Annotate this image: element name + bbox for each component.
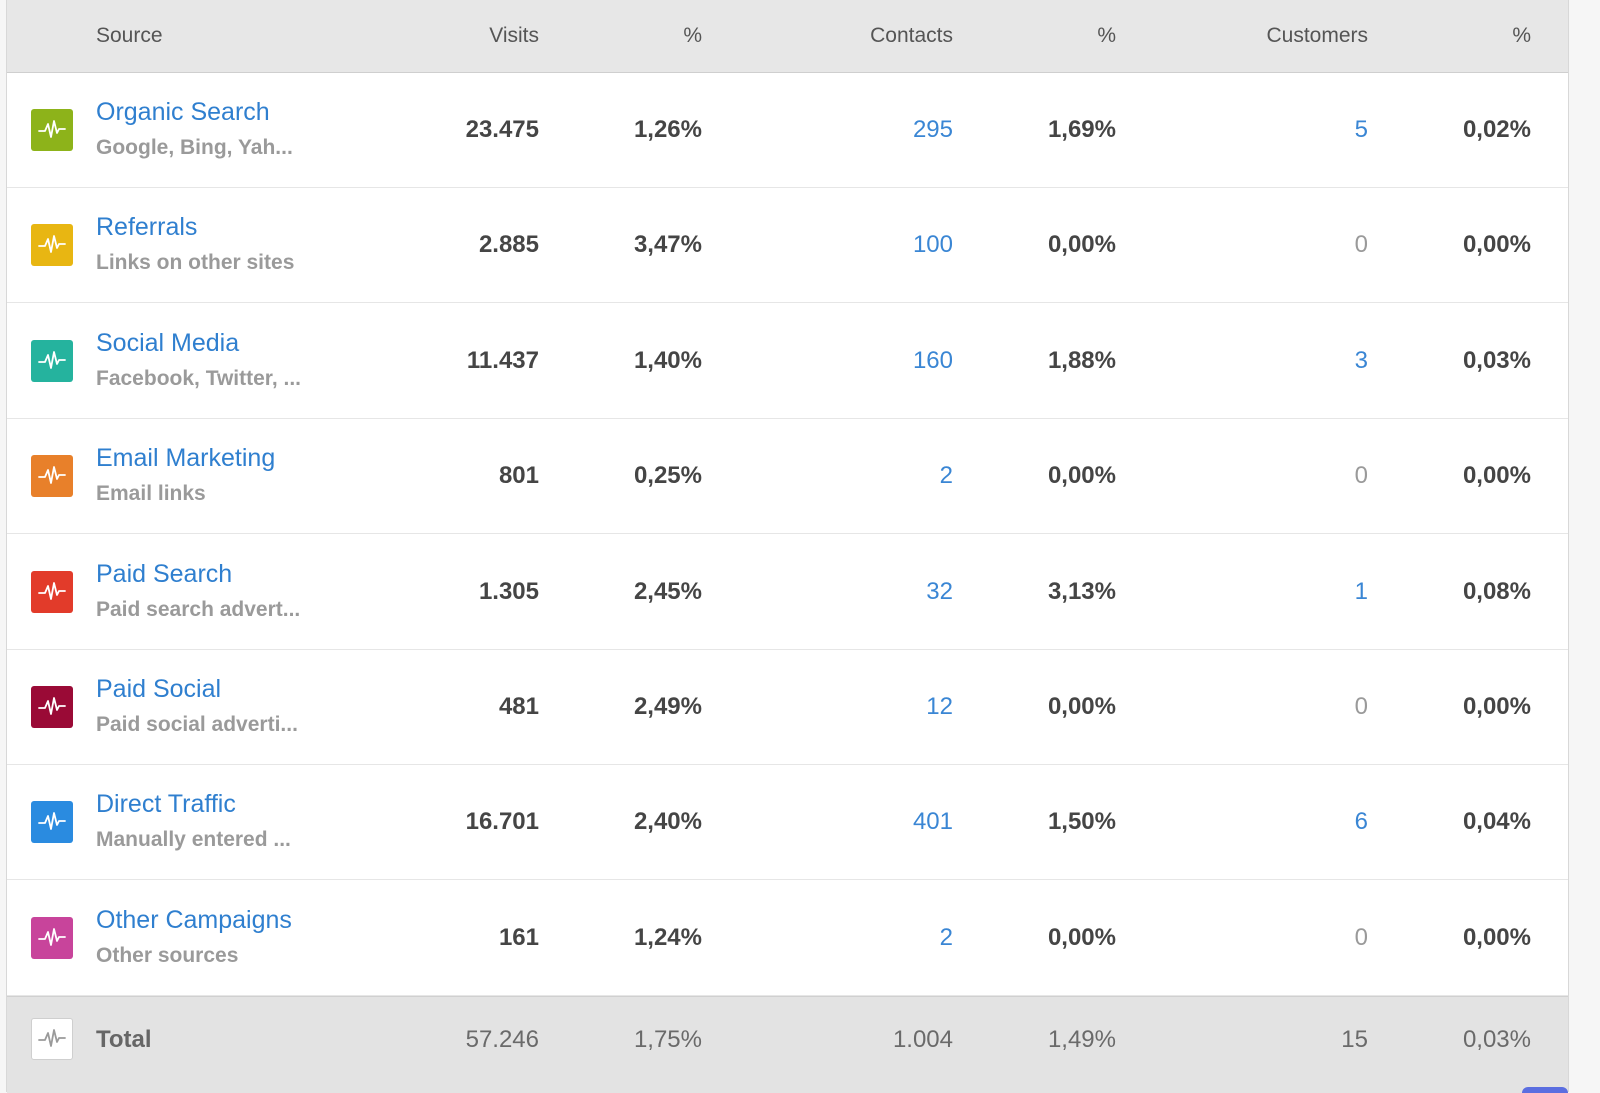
visits-percent: 2,40% <box>633 808 702 836</box>
visits-percent: 1,40% <box>633 346 702 374</box>
total-contacts-percent: 1,49% <box>1047 1026 1116 1053</box>
chat-widget-edge[interactable] <box>1522 1087 1568 1093</box>
customers-percent: 0,04% <box>1462 808 1531 836</box>
customers-value[interactable]: 5 <box>1354 116 1368 143</box>
visits-percent: 1,24% <box>633 923 702 951</box>
contacts-value[interactable]: 160 <box>912 346 953 374</box>
source-description: Facebook, Twitter, ... <box>96 366 301 390</box>
visits-value: 161 <box>498 923 539 951</box>
contacts-value[interactable]: 401 <box>912 808 953 836</box>
customers-percent: 0,08% <box>1462 577 1531 605</box>
source-name-link[interactable]: Social Media <box>96 328 240 357</box>
total-customers: 15 <box>1341 1026 1368 1053</box>
table-row: Direct Traffic Manually entered ... 16.701… <box>7 765 1568 881</box>
column-header-contacts-percent[interactable]: % <box>1097 24 1116 47</box>
pulse-icon <box>31 570 73 613</box>
visits-value: 801 <box>498 462 539 490</box>
source-description: Manually entered ... <box>96 828 291 852</box>
contacts-value[interactable]: 100 <box>912 231 953 259</box>
source-description: Other sources <box>96 943 239 967</box>
sources-table: Source Visits % Contacts % Customers % O… <box>6 0 1569 1093</box>
contacts-percent: 1,69% <box>1047 116 1116 143</box>
table-header: Source Visits % Contacts % Customers % <box>7 0 1568 73</box>
customers-percent: 0,00% <box>1462 231 1531 259</box>
table-row: Other Campaigns Other sources 161 1,24% 2 0,0… <box>7 881 1568 996</box>
source-name-link[interactable]: Paid Search <box>96 559 233 588</box>
visits-percent: 3,47% <box>633 231 702 259</box>
contacts-percent: 0,00% <box>1047 693 1116 720</box>
contacts-value[interactable]: 2 <box>939 923 953 951</box>
pulse-icon <box>31 1018 73 1060</box>
contacts-percent: 0,00% <box>1047 923 1116 951</box>
total-contacts: 1.004 <box>892 1026 953 1053</box>
source-name-link[interactable]: Referrals <box>96 213 198 242</box>
pulse-icon <box>31 801 73 844</box>
contacts-percent: 1,50% <box>1047 808 1116 836</box>
customers-value[interactable]: 6 <box>1354 808 1368 836</box>
pulse-icon <box>31 455 73 498</box>
visits-value: 2.885 <box>478 231 539 259</box>
customers-value: 0 <box>1354 693 1368 720</box>
customers-percent: 0,00% <box>1462 693 1531 720</box>
column-header-visits-percent[interactable]: % <box>683 24 702 47</box>
table-row: Paid Search Paid search advert... 1.305 2,4… <box>7 535 1568 650</box>
table-row: Email Marketing Email links 801 0,25% 2 0,00%… <box>7 419 1568 535</box>
visits-value: 481 <box>498 693 539 720</box>
table-row: Organic Search Google, Bing, Yah... 23.475… <box>7 73 1568 188</box>
total-label: Total <box>96 1026 152 1053</box>
contacts-percent: 3,13% <box>1047 577 1116 605</box>
source-name-link[interactable]: Direct Traffic <box>96 790 236 819</box>
total-row: Total 57.246 1,75% 1.004 1,49% 15 0,03% <box>7 996 1568 1093</box>
source-description: Email links <box>96 482 206 506</box>
visits-value: 1.305 <box>478 577 539 605</box>
source-description: Links on other sites <box>96 251 295 275</box>
customers-percent: 0,03% <box>1462 346 1531 374</box>
visits-value: 23.475 <box>465 116 539 143</box>
visits-percent: 1,26% <box>633 116 702 143</box>
table-row: Referrals Links on other sites 2.885 3,47% 1… <box>7 188 1568 304</box>
customers-percent: 0,02% <box>1462 116 1531 143</box>
total-visits: 57.246 <box>465 1026 539 1053</box>
contacts-percent: 1,88% <box>1047 346 1116 374</box>
column-header-customers-percent[interactable]: % <box>1512 24 1531 47</box>
source-name-link[interactable]: Organic Search <box>96 98 270 126</box>
contacts-value[interactable]: 295 <box>912 116 953 143</box>
table-row: Social Media Facebook, Twitter, ... 11.437… <box>7 304 1568 419</box>
visits-percent: 2,45% <box>633 577 702 605</box>
pulse-icon <box>31 109 73 151</box>
contacts-value[interactable]: 12 <box>926 693 953 720</box>
source-name-link[interactable]: Email Marketing <box>96 444 276 473</box>
column-header-contacts[interactable]: Contacts <box>870 24 953 47</box>
column-header-visits[interactable]: Visits <box>489 24 539 47</box>
contacts-percent: 0,00% <box>1047 462 1116 490</box>
customers-percent: 0,00% <box>1462 923 1531 951</box>
visits-percent: 0,25% <box>633 462 702 490</box>
pulse-icon <box>31 224 73 267</box>
customers-value[interactable]: 3 <box>1354 346 1368 374</box>
customers-value: 0 <box>1354 231 1368 259</box>
customers-value: 0 <box>1354 462 1368 490</box>
pulse-icon <box>31 339 73 382</box>
pulse-icon <box>31 916 73 959</box>
source-description: Paid social adverti... <box>96 713 298 736</box>
contacts-percent: 0,00% <box>1047 231 1116 259</box>
source-name-link[interactable]: Other Campaigns <box>96 905 292 934</box>
contacts-value[interactable]: 2 <box>939 462 953 490</box>
column-header-customers[interactable]: Customers <box>1266 24 1368 47</box>
source-name-link[interactable]: Paid Social <box>96 675 222 703</box>
total-customers-percent: 0,03% <box>1462 1026 1531 1053</box>
table-row: Paid Social Paid social adverti... 481 2,49… <box>7 650 1568 765</box>
source-description: Paid search advert... <box>96 597 301 621</box>
customers-percent: 0,00% <box>1462 462 1531 490</box>
column-header-source[interactable]: Source <box>96 24 163 47</box>
total-visits-percent: 1,75% <box>633 1026 702 1053</box>
source-description: Google, Bing, Yah... <box>96 136 293 159</box>
visits-percent: 2,49% <box>633 693 702 720</box>
customers-value: 0 <box>1354 923 1368 951</box>
pulse-icon <box>31 686 73 728</box>
visits-value: 11.437 <box>466 346 539 374</box>
visits-value: 16.701 <box>465 808 539 836</box>
customers-value[interactable]: 1 <box>1354 577 1368 605</box>
contacts-value[interactable]: 32 <box>926 577 953 605</box>
